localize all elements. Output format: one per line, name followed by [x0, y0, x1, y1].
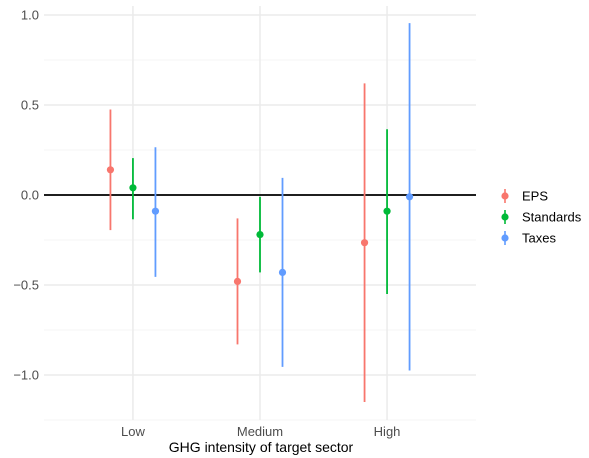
- x-axis-title: GHG intensity of target sector: [169, 439, 354, 455]
- legend-label-standards: Standards: [522, 210, 582, 225]
- point-eps: [233, 277, 242, 285]
- x-axis-ticks: Low Medium High: [121, 424, 400, 439]
- legend: EPS Standards Taxes: [501, 189, 582, 246]
- point-standards: [129, 184, 137, 192]
- y-tick-label: 0.5: [21, 98, 39, 113]
- y-tick-label: −0.5: [13, 278, 39, 293]
- legend-key-point-taxes: [501, 234, 509, 242]
- x-tick-label: Low: [121, 424, 145, 439]
- point-taxes: [278, 268, 287, 276]
- y-axis-ticks: −1.0 −0.5 0.0 0.5 1.0: [13, 8, 39, 383]
- legend-key-point-standards: [501, 213, 509, 221]
- y-tick-label: 0.0: [21, 188, 39, 203]
- legend-label-taxes: Taxes: [522, 231, 556, 246]
- point-eps: [360, 239, 369, 247]
- point-taxes: [405, 193, 414, 201]
- plot-marks: [106, 23, 414, 402]
- x-tick-label: Medium: [237, 424, 283, 439]
- point-eps: [106, 166, 115, 174]
- point-standards: [383, 207, 391, 215]
- legend-label-eps: EPS: [522, 189, 548, 204]
- point-taxes: [151, 207, 160, 215]
- x-tick-label: High: [374, 424, 401, 439]
- y-tick-label: 1.0: [21, 8, 39, 23]
- legend-key-point-eps: [501, 192, 509, 200]
- y-tick-label: −1.0: [13, 368, 39, 383]
- point-standards: [256, 231, 264, 239]
